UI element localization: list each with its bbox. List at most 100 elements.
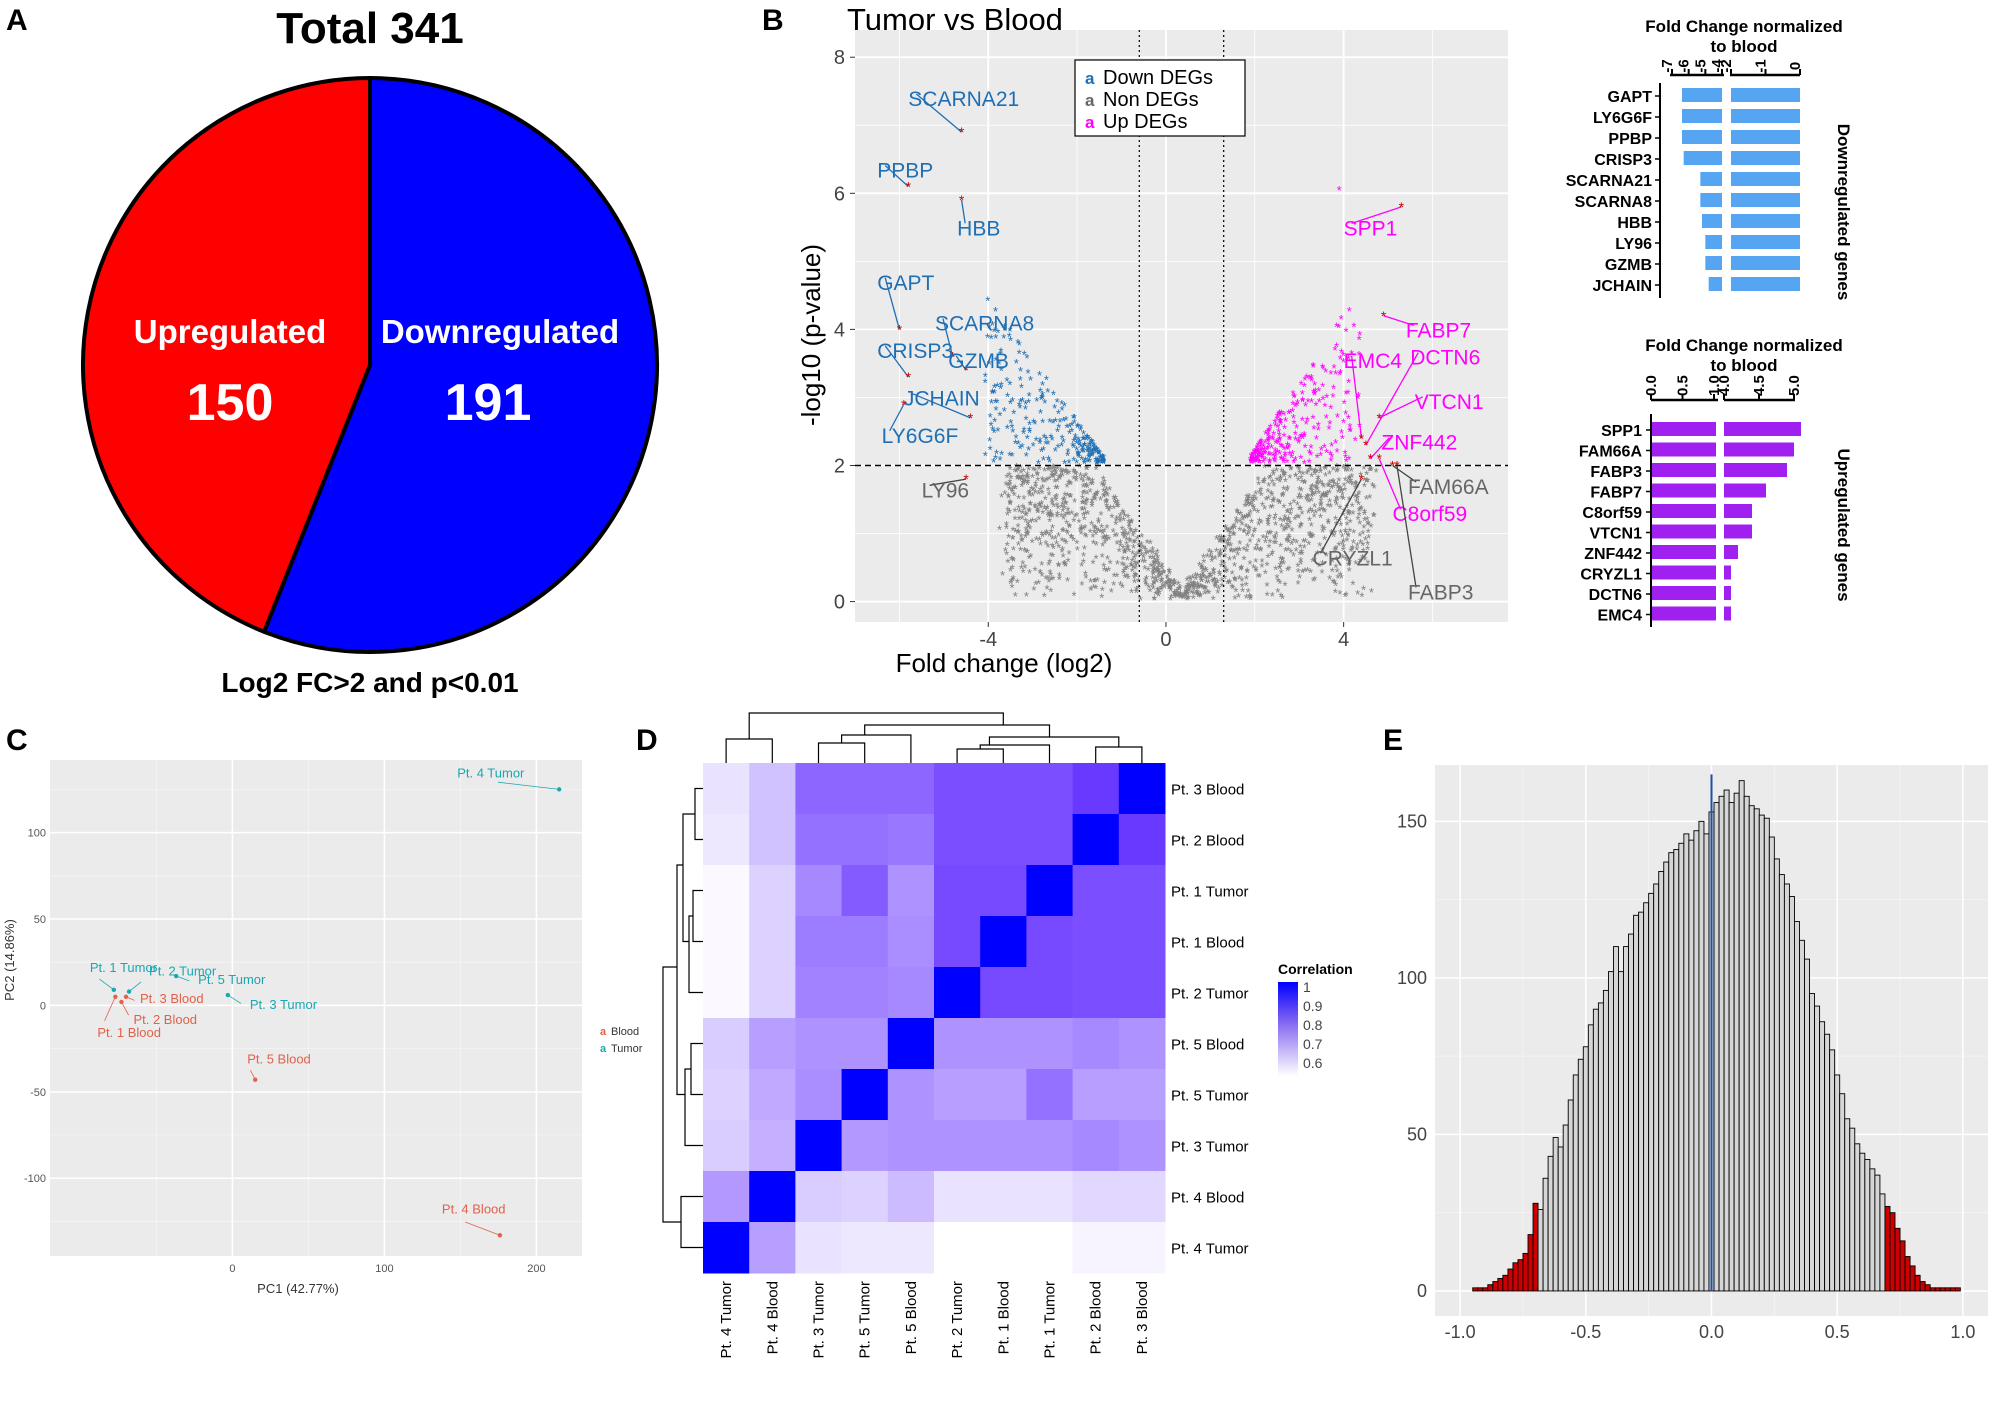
volcano-point-non-deg: *: [1266, 514, 1271, 529]
volcano-label-leader: [955, 355, 967, 371]
volcano-point-down-deg: *: [1053, 415, 1058, 430]
volcano-point-non-deg: *: [1090, 474, 1095, 489]
heatmap-legend-tick-label: 0.9: [1303, 998, 1323, 1014]
volcano-point-up-deg: *: [1266, 429, 1271, 444]
volcano-point-non-deg: *: [1229, 544, 1234, 559]
volcano-point-non-deg: *: [1273, 563, 1278, 578]
pca-ytick-label: 100: [28, 828, 46, 840]
volcano-point-non-deg: *: [1208, 550, 1213, 565]
volcano-point-non-deg: *: [1278, 471, 1283, 486]
histogram-bar-significant: [1914, 1274, 1921, 1292]
up-bars-category-label: DCTN6: [1589, 587, 1642, 604]
pca-label-leader: [99, 978, 115, 991]
volcano-point-up-deg: *: [1255, 451, 1260, 466]
volcano-point-non-deg: *: [1287, 471, 1292, 486]
volcano-point-non-deg: *: [1192, 580, 1197, 595]
volcano-point-non-deg: *: [1343, 552, 1348, 567]
histogram-bar: [1793, 921, 1800, 1292]
volcano-point-non-deg: *: [1358, 536, 1363, 551]
volcano-point-non-deg: *: [1297, 548, 1302, 563]
volcano-point-non-deg: *: [1051, 499, 1056, 514]
histogram-bar-significant: [1939, 1287, 1946, 1292]
volcano-point-non-deg: *: [1330, 476, 1335, 491]
volcano-point-non-deg: *: [1289, 524, 1294, 539]
up-bars-tick-label: 1.0: [1706, 375, 1723, 396]
volcano-point-non-deg: *: [1264, 493, 1269, 508]
volcano-point-non-deg: *: [1287, 532, 1292, 547]
volcano-point-non-deg: *: [1083, 469, 1088, 484]
volcano-point-down-deg: *: [993, 331, 998, 346]
volcano-point-non-deg: *: [1300, 468, 1305, 483]
volcano-point-up-deg: *: [1302, 429, 1307, 444]
histogram-bar: [1633, 914, 1640, 1292]
heatmap-legend-tick-label: 0.8: [1303, 1017, 1323, 1033]
volcano-point-non-deg: *: [1281, 488, 1286, 503]
histogram-bar: [1809, 993, 1816, 1292]
volcano-point-non-deg: *: [1362, 474, 1367, 489]
volcano-point-non-deg: *: [1068, 490, 1073, 505]
volcano-point-up-deg: *: [1261, 456, 1266, 471]
volcano-point-non-deg: *: [1360, 527, 1365, 542]
volcano-point-non-deg: *: [1306, 491, 1311, 506]
volcano-point-non-deg: *: [1079, 521, 1084, 536]
volcano-point-down-deg: *: [1013, 431, 1018, 446]
volcano-point-non-deg: *: [1145, 536, 1150, 551]
volcano-point-non-deg: *: [1345, 506, 1350, 521]
volcano-point-non-deg: *: [1350, 507, 1355, 522]
volcano-point-non-deg: *: [1299, 507, 1304, 522]
volcano-gene-label-down: SCARNA21: [908, 88, 1019, 111]
histogram-bar: [1628, 933, 1635, 1292]
down-bars-category-label: PPBP: [1608, 131, 1652, 148]
volcano-point-non-deg: *: [1337, 483, 1342, 498]
down-bars-title-line: Fold Change normalized: [1645, 17, 1842, 36]
volcano-point-non-deg: *: [1363, 553, 1368, 568]
volcano-point-non-deg: *: [1159, 562, 1164, 577]
volcano-point-highlight: *: [1363, 437, 1369, 453]
volcano-point-non-deg: *: [1201, 550, 1206, 565]
volcano-point-non-deg: *: [1050, 549, 1055, 564]
volcano-point-non-deg: *: [1278, 513, 1283, 528]
volcano-point-non-deg: *: [1318, 499, 1323, 514]
volcano-point-non-deg: *: [1089, 500, 1094, 515]
heatmap-cell: [887, 1120, 935, 1172]
volcano-point-non-deg: *: [1015, 576, 1020, 591]
volcano-point-non-deg: *: [1246, 490, 1251, 505]
volcano-point-non-deg: *: [1047, 555, 1052, 570]
volcano-point-non-deg: *: [1167, 565, 1172, 580]
volcano-point-non-deg: *: [1112, 494, 1117, 509]
volcano-point-up-deg: *: [1259, 437, 1264, 452]
heatmap-cell: [1072, 814, 1120, 866]
volcano-point-up-deg: *: [1335, 410, 1340, 425]
volcano-point-non-deg: *: [1212, 579, 1217, 594]
pca-point: [113, 994, 118, 999]
volcano-point-non-deg: *: [1234, 516, 1239, 531]
volcano-point-non-deg: *: [1025, 518, 1030, 533]
volcano-point-non-deg: *: [1063, 497, 1068, 512]
volcano-point-non-deg: *: [1046, 463, 1051, 478]
volcano-point-non-deg: *: [1217, 550, 1222, 565]
volcano-point-down-deg: *: [1059, 403, 1064, 418]
volcano-point-down-deg: *: [1014, 356, 1019, 371]
volcano-point-non-deg: *: [1191, 578, 1196, 593]
volcano-point-non-deg: *: [1023, 545, 1028, 560]
volcano-point-up-deg: *: [1272, 415, 1277, 430]
panel-letter-d: D: [636, 724, 658, 757]
volcano-point-non-deg: *: [1104, 495, 1109, 510]
volcano-point-non-deg: *: [1047, 473, 1052, 488]
volcano-label-leader: [884, 165, 909, 187]
volcano-point-up-deg: *: [1336, 321, 1341, 336]
volcano-point-non-deg: *: [1362, 506, 1367, 521]
volcano-point-non-deg: *: [1025, 528, 1030, 543]
volcano-point-down-deg: *: [1084, 431, 1089, 446]
volcano-ytick-label: 0: [834, 592, 845, 614]
volcano-point-non-deg: *: [1279, 465, 1284, 480]
volcano-point-non-deg: *: [1163, 577, 1168, 592]
volcano-point-down-deg: *: [1080, 444, 1085, 459]
volcano-point-non-deg: *: [1033, 564, 1038, 579]
volcano-point-up-deg: *: [1273, 444, 1278, 459]
down-bar: [1731, 88, 1800, 102]
volcano-point-non-deg: *: [1346, 529, 1351, 544]
volcano-point-non-deg: *: [1322, 462, 1327, 477]
volcano-point-up-deg: *: [1339, 346, 1344, 361]
volcano-point-non-deg: *: [1104, 521, 1109, 536]
